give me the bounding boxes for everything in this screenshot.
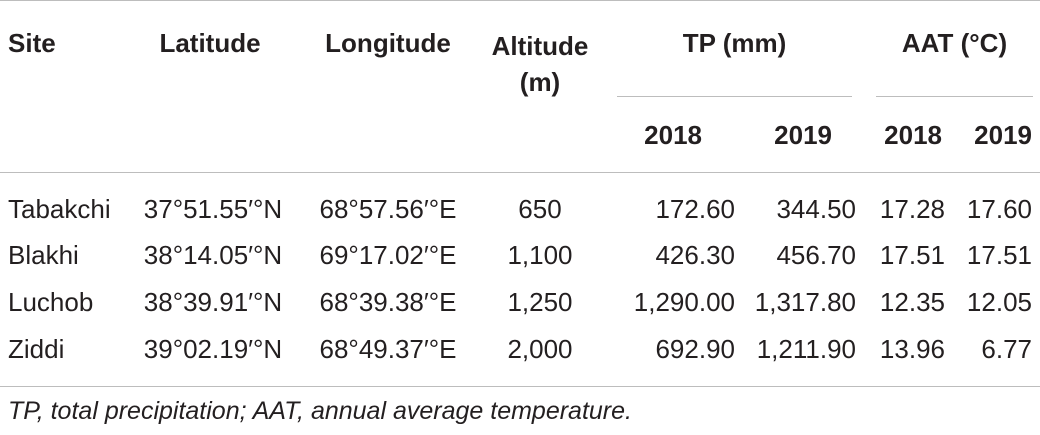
cell-altitude: 1,100 [507,240,573,270]
table-top-rule [0,0,1040,1]
header-tp-2019: 2019 [774,120,832,150]
cell-latitude: 37°51.55′°N [143,194,283,224]
cell-altitude: 650 [518,194,562,224]
header-altitude: Altitude (m) [491,31,589,97]
header-aat: AAT (°C) [901,28,1008,58]
cell-aat-2019: 6.77 [981,334,1032,364]
header-latitude: Latitude [159,28,261,58]
header-bottom-rule [0,172,1040,173]
cell-tp-2019: 344.50 [776,194,856,224]
cell-tp-2018: 426.30 [655,240,735,270]
cell-latitude: 38°39.91′°N [143,287,283,317]
cell-aat-2019: 17.51 [966,240,1032,270]
table-bottom-rule [0,386,1040,387]
cell-latitude: 38°14.05′°N [143,240,283,270]
cell-aat-2018: 13.96 [879,334,945,364]
cell-site: Ziddi [8,334,65,364]
header-tp: TP (mm) [682,28,787,58]
header-aat-2018: 2018 [884,120,942,150]
cell-latitude: 39°02.19′°N [143,334,283,364]
cell-aat-2019: 17.60 [966,194,1032,224]
cell-tp-2019: 456.70 [776,240,856,270]
cell-aat-2019: 12.05 [966,287,1032,317]
header-longitude: Longitude [325,28,451,58]
header-tp-2018: 2018 [644,120,702,150]
cell-tp-2018: 692.90 [655,334,735,364]
cell-longitude: 68°49.37′°E [319,334,457,364]
cell-site: Luchob [8,287,94,317]
cell-longitude: 69°17.02′°E [319,240,457,270]
aat-group-rule [876,96,1033,97]
cell-longitude: 68°57.56′°E [319,194,457,224]
cell-site: Blakhi [8,240,79,270]
cell-aat-2018: 17.28 [879,194,945,224]
cell-site: Tabakchi [8,194,111,224]
cell-longitude: 68°39.38′°E [319,287,457,317]
cell-altitude: 1,250 [507,287,573,317]
header-aat-2019: 2019 [974,120,1032,150]
cell-tp-2019: 1,317.80 [754,287,856,317]
tp-group-rule [617,96,852,97]
header-site: Site [8,28,56,58]
cell-aat-2018: 17.51 [879,240,945,270]
table-footnote: TP, total precipitation; AAT, annual ave… [8,397,632,425]
cell-tp-2018: 172.60 [655,194,735,224]
cell-aat-2018: 12.35 [879,287,945,317]
cell-altitude: 2,000 [507,334,573,364]
cell-tp-2018: 1,290.00 [633,287,735,317]
cell-tp-2019: 1,211.90 [756,334,856,364]
